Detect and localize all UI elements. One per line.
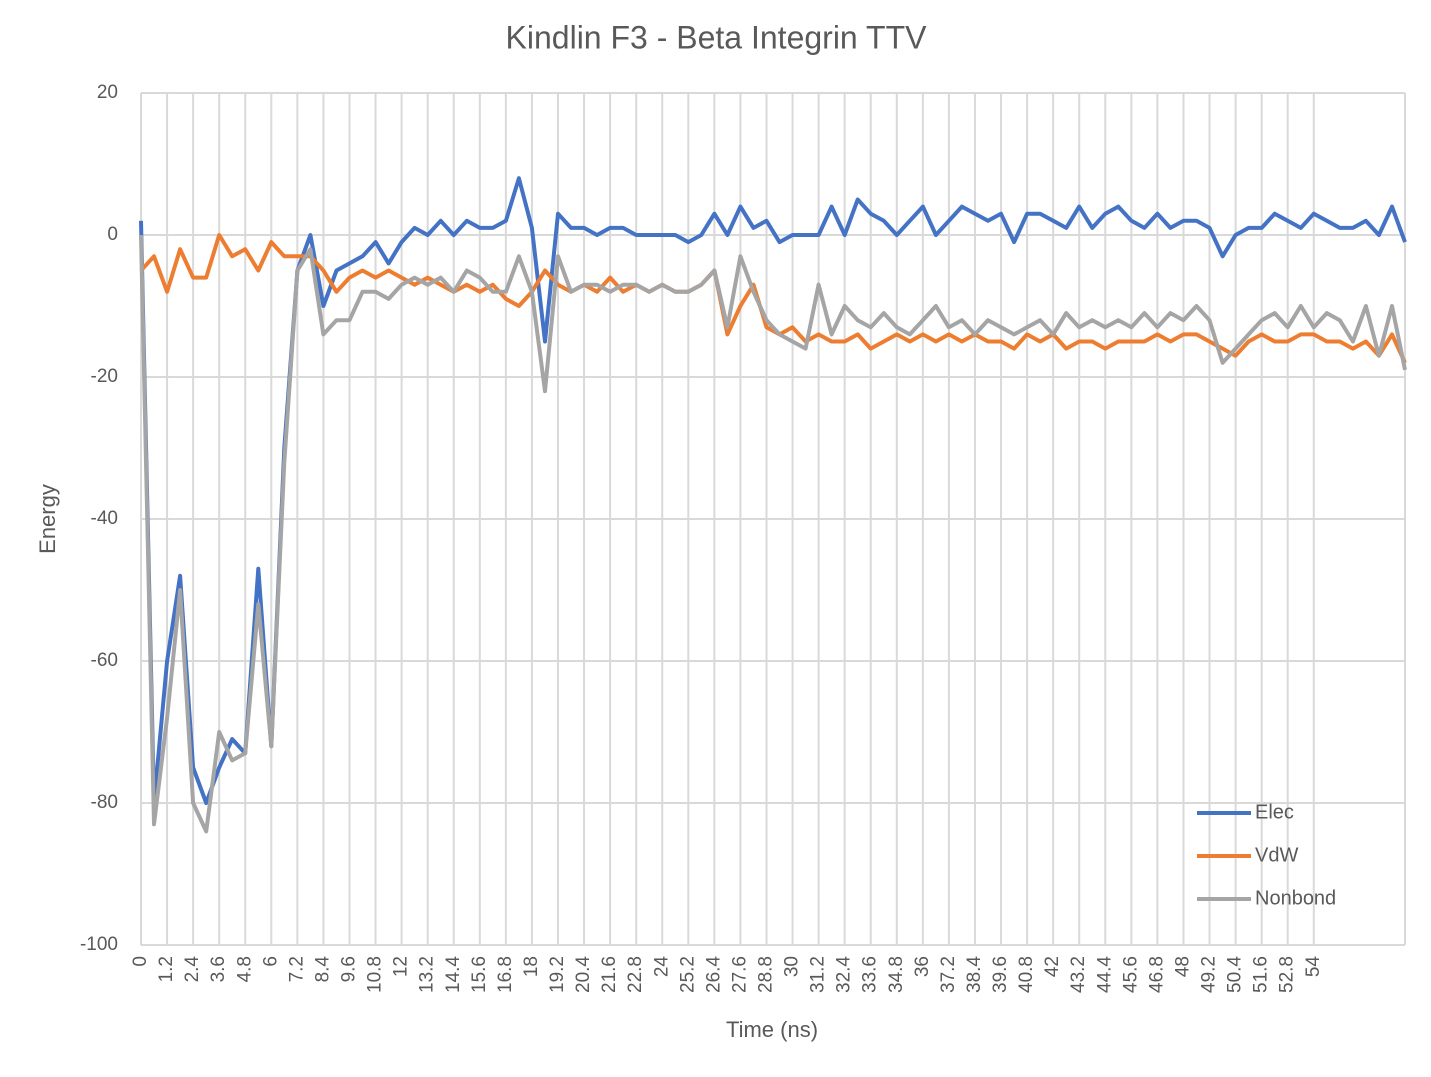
x-tick-label: 27.6 [729,956,750,993]
x-tick-label: 43.2 [1068,956,1089,993]
x-tick-label: 42 [1042,956,1063,977]
series-line [139,233,1407,364]
x-tick-label: 30 [782,956,803,977]
x-tick-label: 50.4 [1225,956,1246,993]
x-tick-label: 36 [912,956,933,977]
legend-label: Elec [1255,801,1294,823]
x-tick-label: 37.2 [938,956,959,993]
y-tick-label: -40 [91,508,118,529]
x-tick-label: 49.2 [1199,956,1220,993]
x-tick-label: 6 [260,956,281,967]
x-tick-label: 26.4 [703,956,724,993]
x-tick-label: 2.4 [182,956,203,983]
x-tick-label: 9.6 [339,956,360,982]
x-tick-label: 20.4 [573,956,594,993]
x-tick-label: 13.2 [417,956,438,993]
x-tick-label: 1.2 [156,956,177,982]
legend-label: Nonbond [1255,887,1336,909]
x-tick-label: 10.8 [365,956,386,993]
x-tick-label: 0 [130,956,151,967]
y-tick-label: -20 [91,366,118,387]
x-tick-label: 12 [391,956,412,977]
x-tick-label: 39.6 [990,956,1011,993]
x-tick-label: 46.8 [1146,956,1167,993]
x-tick-label: 45.6 [1120,956,1141,993]
x-tick-label: 48 [1172,956,1193,977]
x-tick-label: 40.8 [1016,956,1037,993]
x-tick-label: 16.8 [495,956,516,993]
x-tick-label: 38.4 [964,956,985,993]
y-tick-label: -60 [91,650,118,671]
x-tick-label: 33.6 [860,956,881,993]
y-tick-label: -80 [91,792,118,813]
x-tick-label: 22.8 [625,956,646,993]
chart-title: Kindlin F3 - Beta Integrin TTV [506,19,928,55]
legend-label: VdW [1255,844,1298,866]
x-tick-label: 3.6 [208,956,229,982]
x-tick-label: 7.2 [286,956,307,982]
x-tick-label: 28.8 [756,956,777,993]
x-tick-label: 51.6 [1251,956,1272,993]
x-tick-label: 52.8 [1277,956,1298,993]
x-tick-label: 34.8 [886,956,907,993]
x-tick-label: 21.6 [599,956,620,993]
x-tick-label: 8.4 [312,956,333,983]
x-tick-label: 54 [1303,956,1324,978]
x-tick-label: 44.4 [1094,956,1115,993]
y-axis-label: Energy [35,484,60,554]
y-tick-label: 20 [97,82,118,103]
x-tick-label: 31.2 [808,956,829,993]
x-tick-label: 19.2 [547,956,568,993]
x-axis-label: Time (ns) [726,1017,818,1042]
x-tick-label: 4.8 [234,956,255,982]
x-tick-label: 24 [651,956,672,978]
x-tick-label: 25.2 [677,956,698,993]
series-line [139,176,1407,805]
x-tick-label: 18 [521,956,542,977]
y-tick-label: -100 [80,934,118,955]
x-tick-label: 32.4 [834,956,855,993]
x-tick-label: 15.6 [469,956,490,993]
series-line [139,234,1407,834]
y-tick-label: 0 [107,224,118,245]
x-tick-label: 14.4 [443,956,464,993]
